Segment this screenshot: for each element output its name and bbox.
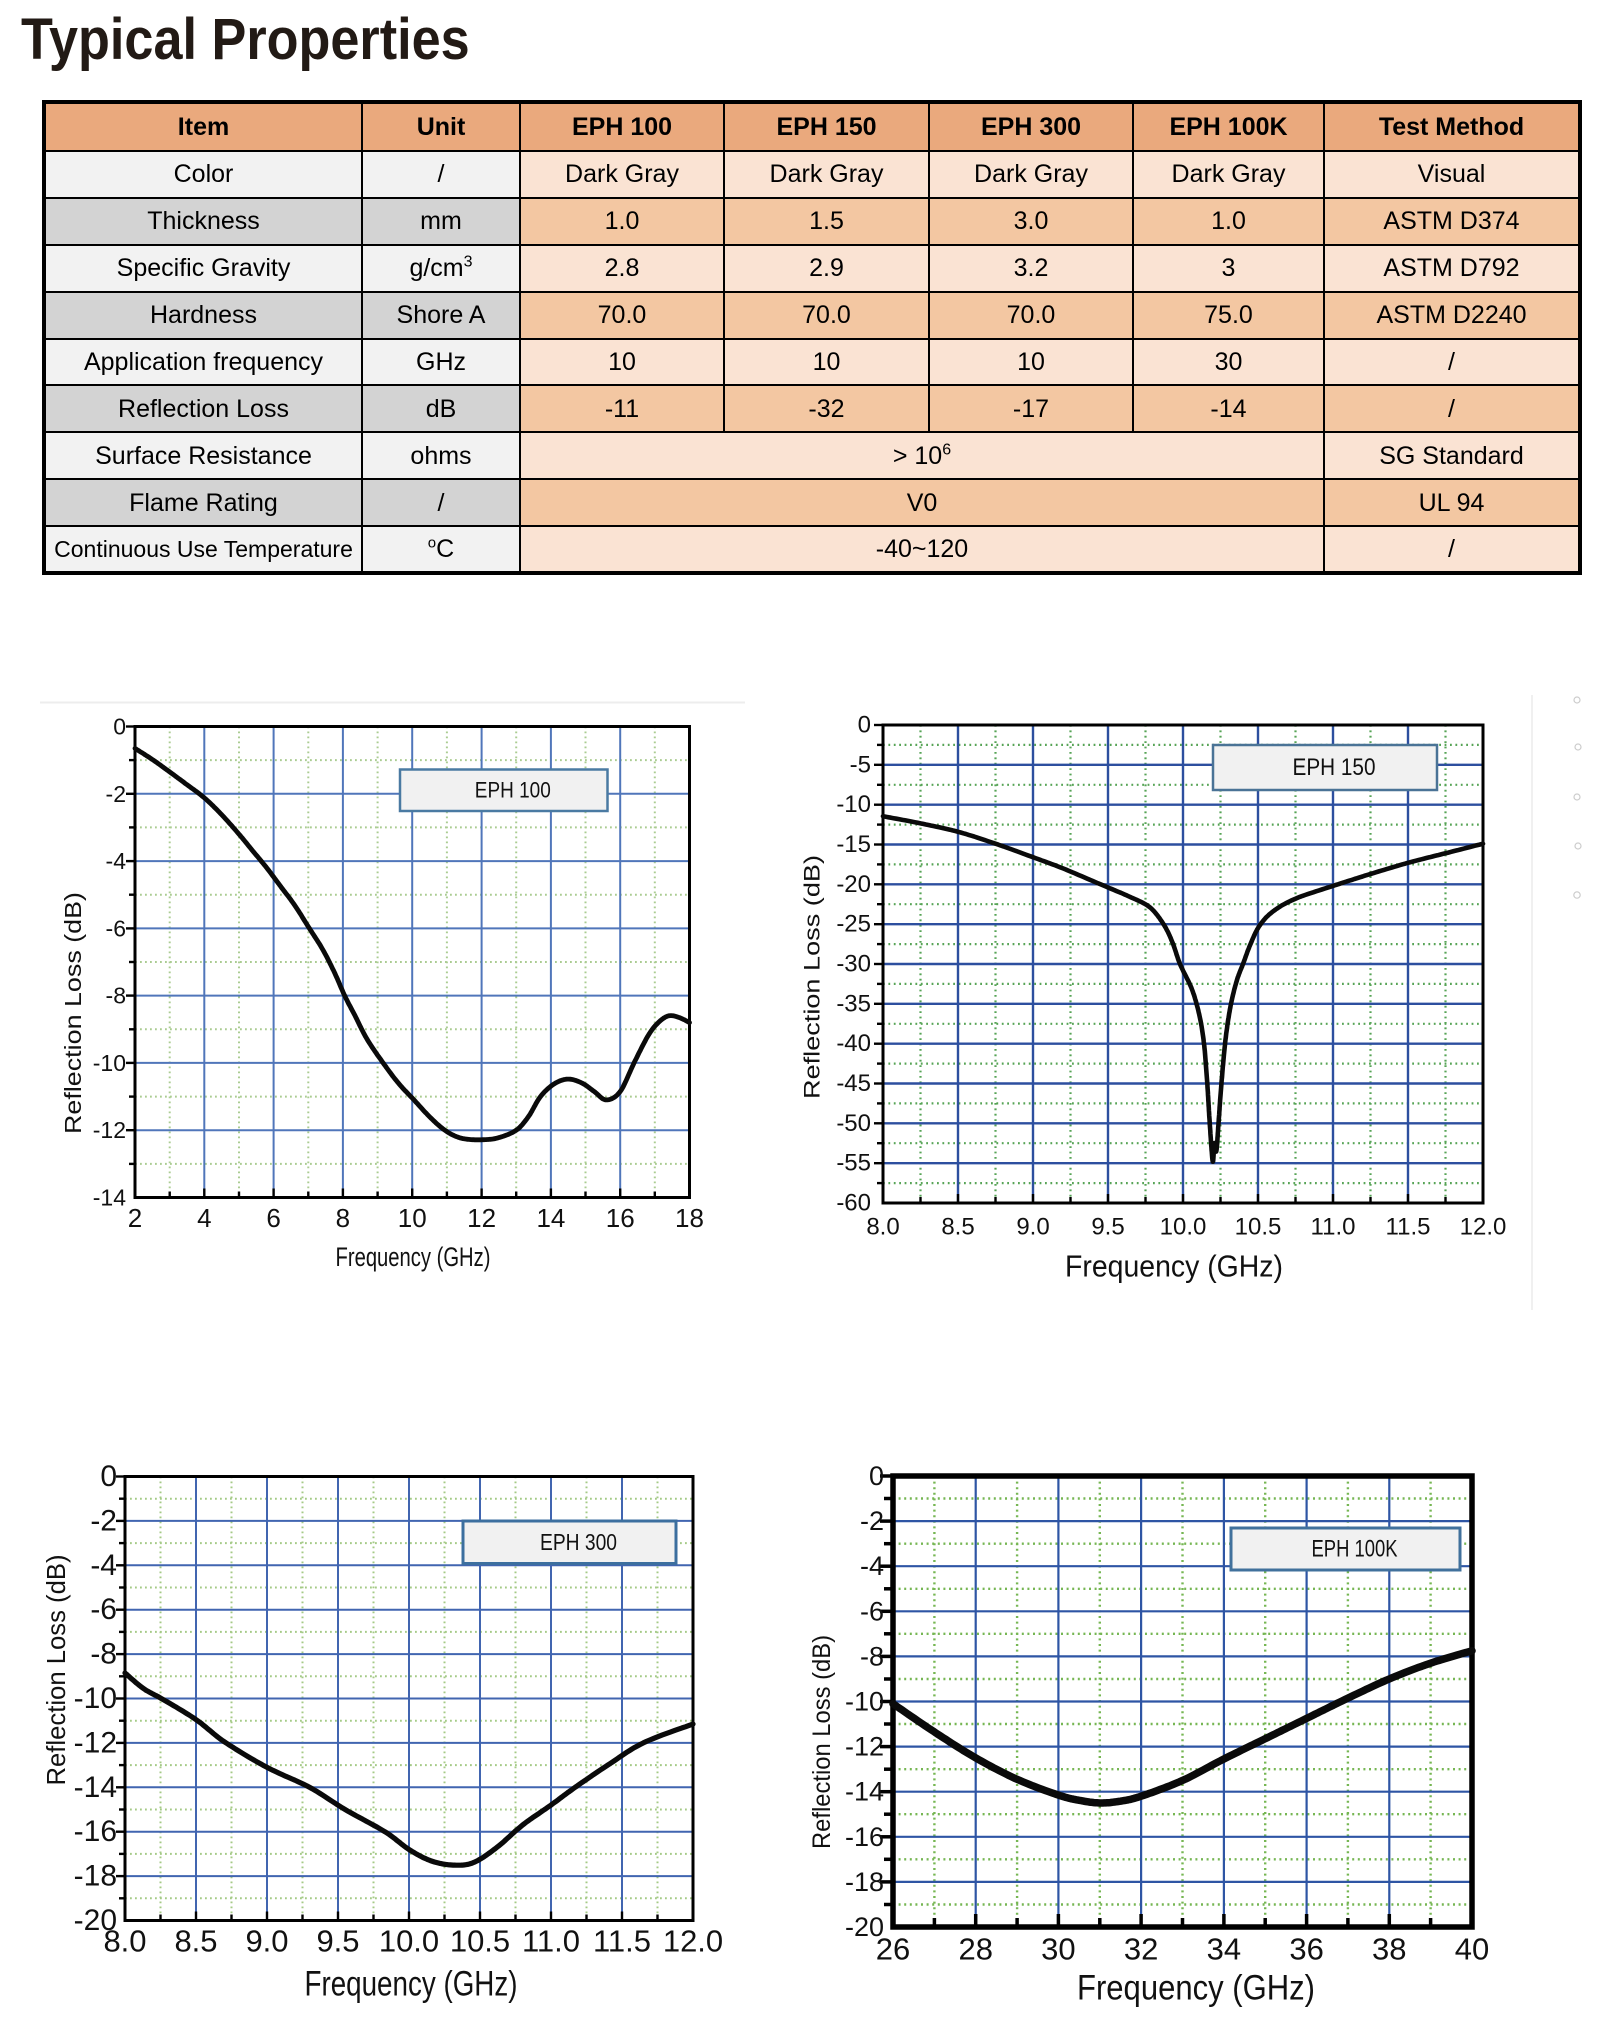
- svg-text:26: 26: [876, 1932, 910, 1967]
- svg-text:8.0: 8.0: [103, 1924, 146, 1959]
- svg-text:0: 0: [113, 714, 126, 740]
- svg-text:-2: -2: [860, 1506, 884, 1536]
- svg-text:8: 8: [336, 1203, 350, 1233]
- svg-text:Reflection Loss (dB): Reflection Loss (dB): [808, 1635, 836, 1849]
- svg-text:12.0: 12.0: [663, 1924, 723, 1959]
- svg-text:10.0: 10.0: [1160, 1214, 1207, 1241]
- svg-text:32: 32: [1124, 1932, 1158, 1967]
- svg-text:-18: -18: [845, 1867, 884, 1897]
- svg-text:-10: -10: [93, 1050, 126, 1076]
- svg-text:9.0: 9.0: [245, 1924, 288, 1959]
- svg-text:EPH 100K: EPH 100K: [1312, 1536, 1398, 1563]
- svg-text:8.5: 8.5: [174, 1924, 217, 1959]
- svg-text:-15: -15: [836, 831, 871, 858]
- svg-text:-14: -14: [845, 1777, 884, 1807]
- svg-text:-5: -5: [850, 751, 871, 778]
- svg-text:12: 12: [467, 1203, 496, 1233]
- svg-text:4: 4: [197, 1203, 211, 1233]
- svg-text:12.0: 12.0: [1460, 1214, 1507, 1241]
- svg-text:Reflection Loss (dB): Reflection Loss (dB): [800, 855, 825, 1099]
- svg-text:-16: -16: [74, 1815, 117, 1848]
- svg-text:-20: -20: [74, 1904, 117, 1937]
- svg-text:Frequency (GHz): Frequency (GHz): [336, 1242, 491, 1272]
- svg-text:-10: -10: [74, 1682, 117, 1715]
- svg-text:-8: -8: [860, 1641, 884, 1671]
- svg-text:-4: -4: [90, 1549, 117, 1582]
- svg-text:10: 10: [398, 1203, 427, 1233]
- svg-text:-60: -60: [836, 1190, 871, 1217]
- svg-text:6: 6: [266, 1203, 280, 1233]
- svg-text:8.5: 8.5: [941, 1214, 974, 1241]
- svg-text:0: 0: [100, 1460, 117, 1493]
- svg-text:10.5: 10.5: [1235, 1214, 1282, 1241]
- svg-text:11.5: 11.5: [593, 1924, 651, 1959]
- svg-text:-14: -14: [93, 1185, 126, 1211]
- svg-text:-2: -2: [106, 781, 126, 807]
- svg-text:-20: -20: [836, 871, 871, 898]
- svg-text:-10: -10: [836, 791, 871, 818]
- svg-text:36: 36: [1289, 1932, 1323, 1967]
- svg-text:30: 30: [1041, 1932, 1075, 1967]
- svg-text:28: 28: [958, 1932, 992, 1967]
- svg-text:-25: -25: [836, 911, 871, 938]
- svg-text:11.0: 11.0: [522, 1924, 580, 1959]
- svg-text:-4: -4: [106, 848, 127, 874]
- svg-text:-6: -6: [860, 1596, 884, 1626]
- svg-text:-30: -30: [836, 951, 871, 978]
- svg-text:-35: -35: [836, 990, 871, 1017]
- svg-text:-16: -16: [845, 1822, 884, 1852]
- svg-text:-50: -50: [836, 1110, 871, 1137]
- svg-text:-8: -8: [106, 983, 126, 1009]
- svg-text:-55: -55: [836, 1150, 871, 1177]
- svg-text:9.0: 9.0: [1016, 1214, 1049, 1241]
- svg-text:-4: -4: [860, 1551, 884, 1581]
- svg-text:8.0: 8.0: [866, 1214, 899, 1241]
- svg-text:Frequency (GHz): Frequency (GHz): [305, 1965, 518, 2004]
- svg-text:-45: -45: [836, 1070, 871, 1097]
- svg-text:9.5: 9.5: [316, 1924, 359, 1959]
- svg-text:11.0: 11.0: [1311, 1214, 1356, 1241]
- svg-text:-8: -8: [90, 1638, 117, 1671]
- svg-text:-6: -6: [106, 915, 126, 941]
- svg-text:10.5: 10.5: [450, 1924, 510, 1959]
- svg-text:Frequency (GHz): Frequency (GHz): [1065, 1249, 1283, 1284]
- svg-text:-18: -18: [74, 1860, 117, 1893]
- svg-text:-14: -14: [74, 1771, 117, 1804]
- svg-text:-12: -12: [93, 1117, 126, 1143]
- svg-text:-20: -20: [845, 1912, 884, 1942]
- svg-text:38: 38: [1372, 1932, 1406, 1967]
- svg-text:Frequency (GHz): Frequency (GHz): [1077, 1969, 1315, 2008]
- svg-text:-10: -10: [845, 1687, 884, 1717]
- svg-text:EPH 300: EPH 300: [540, 1529, 617, 1555]
- svg-text:16: 16: [606, 1203, 635, 1233]
- svg-text:-12: -12: [845, 1732, 884, 1762]
- svg-text:11.5: 11.5: [1386, 1214, 1431, 1241]
- svg-text:34: 34: [1207, 1932, 1241, 1967]
- svg-text:9.5: 9.5: [1091, 1214, 1124, 1241]
- svg-text:2: 2: [128, 1203, 142, 1233]
- svg-text:0: 0: [869, 1461, 884, 1491]
- svg-text:EPH 100: EPH 100: [475, 778, 551, 803]
- svg-text:14: 14: [536, 1203, 565, 1233]
- svg-text:-40: -40: [836, 1030, 871, 1057]
- svg-text:40: 40: [1455, 1932, 1489, 1967]
- svg-text:10.0: 10.0: [379, 1924, 439, 1959]
- svg-text:-2: -2: [90, 1504, 117, 1537]
- svg-text:Reflection Loss (dB): Reflection Loss (dB): [60, 892, 86, 1134]
- svg-text:-6: -6: [90, 1593, 117, 1626]
- svg-text:18: 18: [675, 1203, 704, 1233]
- svg-text:Reflection Loss (dB): Reflection Loss (dB): [41, 1555, 71, 1786]
- svg-text:EPH 150: EPH 150: [1293, 754, 1376, 781]
- svg-text:0: 0: [858, 712, 871, 739]
- svg-text:-12: -12: [74, 1726, 117, 1759]
